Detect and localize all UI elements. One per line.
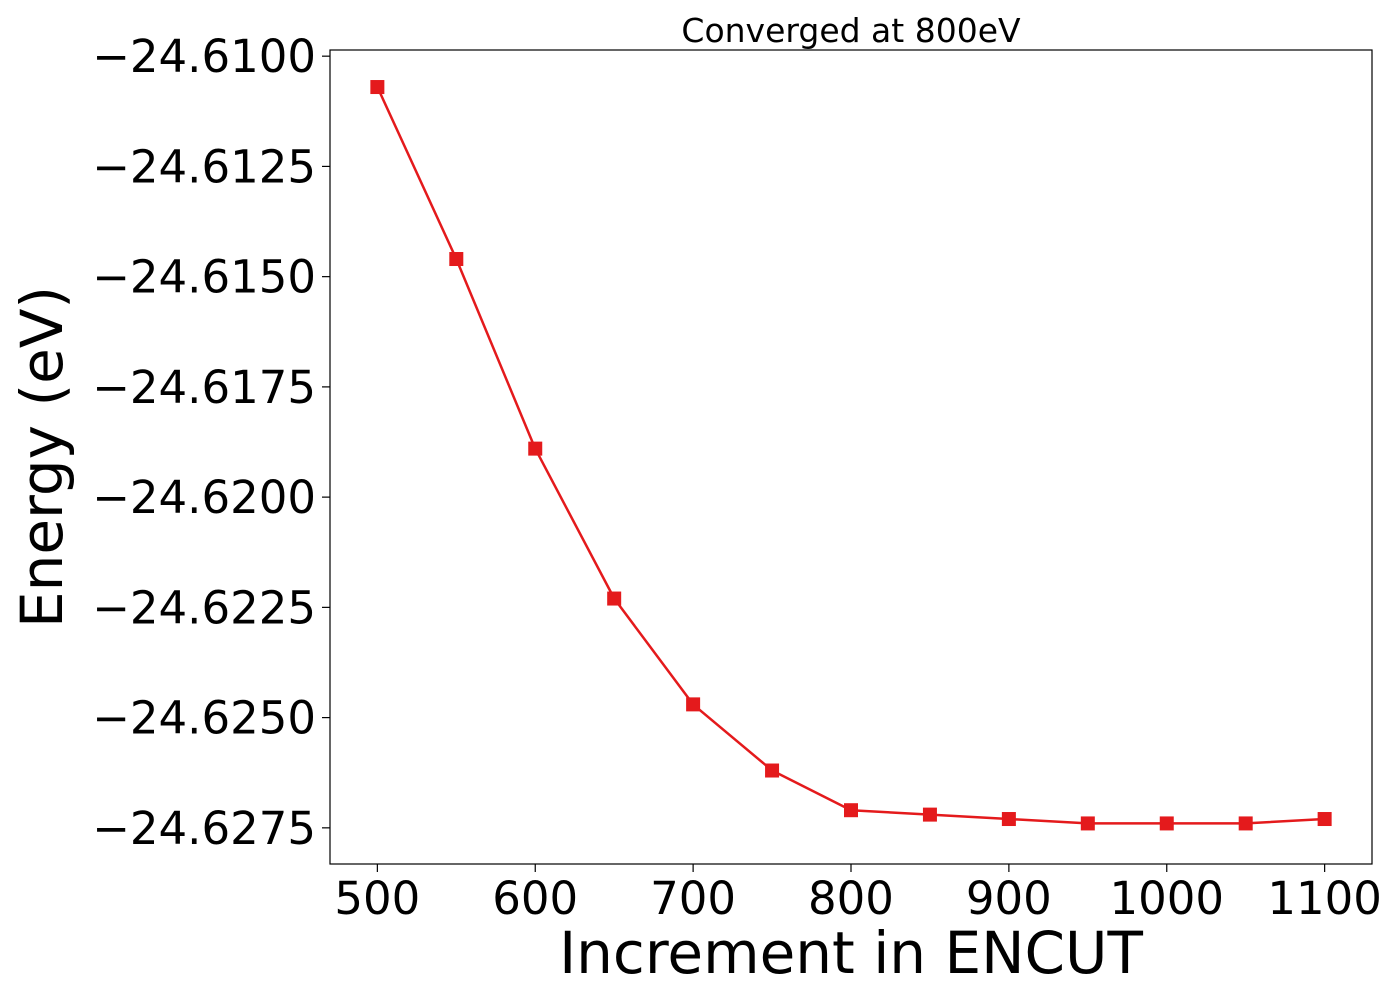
data-point — [844, 803, 858, 818]
data-point — [607, 591, 622, 606]
x-axis-label: Increment in ENCUT — [559, 919, 1143, 987]
y-tick-label: −24.6125 — [92, 140, 316, 193]
data-point — [686, 697, 701, 712]
data-point — [528, 441, 543, 456]
y-tick-label: −24.6275 — [92, 802, 316, 855]
data-point — [449, 252, 464, 267]
plot-frame — [329, 49, 1373, 865]
data-point — [1001, 812, 1016, 827]
chart-title: Converged at 800eV — [681, 11, 1021, 50]
axis-ticks: 500 600 700 800 900 1000 1100 −24.6100 −24.6125 −… — [92, 30, 1382, 925]
x-tick-label: 900 — [966, 872, 1052, 925]
x-tick-label: 800 — [808, 872, 894, 925]
x-tick-label: 1100 — [1267, 872, 1382, 925]
y-axis-label: Energy (eV) — [8, 286, 76, 628]
data-point — [922, 807, 937, 822]
data-point — [1159, 816, 1174, 831]
x-tick-label: 700 — [650, 872, 736, 925]
y-tick-label: −24.6200 — [92, 471, 316, 524]
y-tick-label: −24.6225 — [92, 581, 316, 634]
y-tick-label: −24.6100 — [92, 30, 316, 83]
y-tick-label: −24.6175 — [92, 361, 316, 414]
data-point — [1317, 812, 1332, 827]
data-series — [370, 80, 1332, 831]
data-point — [1080, 816, 1095, 831]
series-line — [376, 86, 1325, 825]
data-point — [370, 80, 385, 95]
x-tick-label: 600 — [492, 872, 578, 925]
x-tick-label: 500 — [334, 872, 420, 925]
x-tick-label: 1000 — [1109, 872, 1224, 925]
y-tick-label: −24.6150 — [92, 251, 316, 304]
data-point — [765, 763, 780, 778]
data-point — [1238, 816, 1253, 831]
y-tick-label: −24.6250 — [92, 692, 316, 745]
